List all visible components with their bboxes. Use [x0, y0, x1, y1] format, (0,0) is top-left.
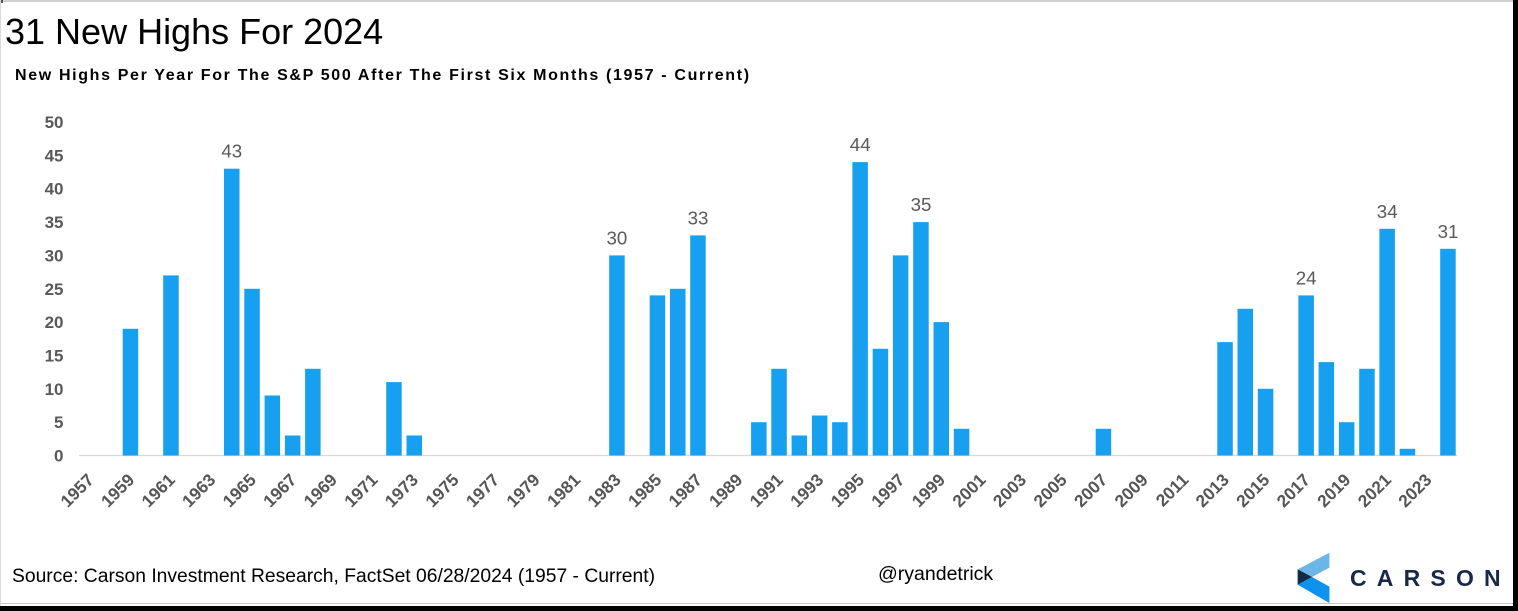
svg-text:2009: 2009: [1110, 470, 1151, 511]
svg-text:1969: 1969: [300, 470, 341, 511]
svg-text:1977: 1977: [462, 470, 503, 511]
svg-text:1983: 1983: [583, 470, 624, 511]
svg-text:43: 43: [221, 141, 242, 162]
svg-text:2021: 2021: [1354, 469, 1396, 511]
svg-text:2019: 2019: [1313, 470, 1354, 511]
svg-text:2001: 2001: [948, 469, 990, 511]
svg-text:1991: 1991: [746, 469, 788, 511]
svg-text:2023: 2023: [1394, 470, 1435, 511]
svg-text:2017: 2017: [1273, 470, 1314, 511]
svg-text:35: 35: [45, 213, 64, 232]
svg-text:35: 35: [911, 194, 932, 215]
svg-text:2003: 2003: [989, 470, 1030, 511]
svg-text:1995: 1995: [827, 469, 869, 511]
svg-text:2005: 2005: [1029, 469, 1071, 511]
svg-text:1989: 1989: [705, 470, 746, 511]
svg-text:1961: 1961: [137, 469, 179, 511]
svg-text:2007: 2007: [1070, 470, 1111, 511]
svg-text:30: 30: [45, 246, 64, 265]
svg-text:31: 31: [1438, 221, 1459, 242]
svg-text:34: 34: [1377, 201, 1398, 222]
svg-text:30: 30: [607, 227, 628, 248]
svg-text:24: 24: [1296, 267, 1317, 288]
svg-text:2015: 2015: [1232, 469, 1274, 511]
svg-text:1975: 1975: [421, 469, 463, 511]
svg-text:1987: 1987: [664, 470, 705, 511]
svg-text:15: 15: [45, 347, 64, 366]
svg-text:25: 25: [45, 280, 64, 299]
svg-text:33: 33: [688, 207, 709, 228]
svg-text:5: 5: [54, 413, 63, 432]
svg-text:45: 45: [45, 146, 64, 165]
svg-text:1959: 1959: [97, 470, 138, 511]
svg-text:2011: 2011: [1152, 469, 1193, 510]
svg-text:1971: 1971: [340, 469, 382, 511]
svg-text:1957: 1957: [56, 470, 97, 511]
svg-text:40: 40: [45, 180, 64, 199]
svg-text:1967: 1967: [259, 470, 300, 511]
svg-text:1997: 1997: [867, 470, 908, 511]
svg-text:20: 20: [45, 313, 64, 332]
svg-text:1973: 1973: [381, 470, 422, 511]
svg-text:1993: 1993: [786, 470, 827, 511]
svg-text:CARSON: CARSON: [1350, 565, 1511, 591]
svg-text:1985: 1985: [624, 469, 666, 511]
svg-text:1981: 1981: [543, 469, 585, 511]
svg-text:44: 44: [850, 134, 871, 155]
svg-text:50: 50: [45, 113, 64, 132]
svg-text:1965: 1965: [219, 469, 261, 511]
svg-text:1963: 1963: [178, 470, 219, 511]
svg-text:10: 10: [45, 380, 64, 399]
svg-text:2013: 2013: [1191, 470, 1232, 511]
svg-text:0: 0: [54, 447, 63, 466]
svg-text:1979: 1979: [502, 470, 543, 511]
svg-text:1999: 1999: [908, 470, 949, 511]
